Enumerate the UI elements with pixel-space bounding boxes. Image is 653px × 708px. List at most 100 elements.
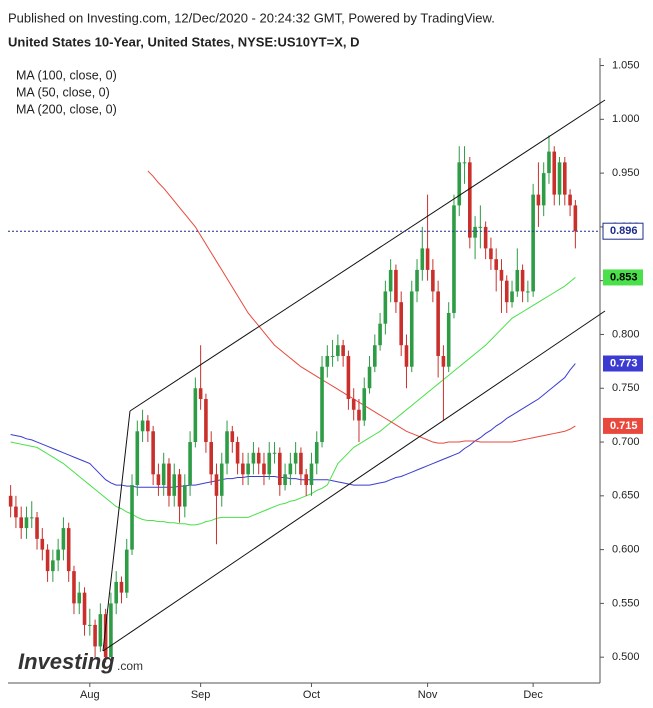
ma-label: 0.773: [610, 357, 638, 369]
candle-body: [367, 366, 372, 389]
candle-body: [568, 194, 572, 206]
candle-body: [573, 205, 578, 232]
candle-body: [373, 345, 377, 367]
candle-body: [362, 388, 367, 421]
candle-body: [330, 355, 335, 357]
ma-line: [10, 363, 576, 488]
candle-body: [14, 506, 18, 518]
candle-body: [452, 205, 456, 313]
candle-body: [478, 226, 483, 228]
channel-side: [102, 410, 131, 652]
ma-label-box: [603, 417, 643, 434]
y-tick-label: 1.000: [612, 113, 640, 125]
candle-body: [172, 474, 177, 496]
y-tick-label: 0.700: [612, 436, 640, 448]
candle-body: [209, 442, 213, 475]
candle-body: [230, 431, 235, 443]
candle-body: [8, 495, 13, 507]
published-note: Published on Investing.com, 12/Dec/2020 …: [8, 10, 495, 25]
candle-body: [45, 549, 50, 572]
candle-body: [188, 442, 192, 486]
x-tick-label: Nov: [418, 689, 438, 701]
y-tick-label: 1.050: [612, 59, 640, 71]
candle-body: [77, 592, 82, 604]
candle-body: [225, 431, 229, 464]
candle-body: [288, 463, 293, 475]
candle-body: [204, 399, 208, 443]
candle-body: [336, 345, 340, 356]
ma-label-box: [603, 269, 643, 286]
candle-body: [278, 452, 282, 486]
candle-body: [404, 345, 409, 367]
candle-body: [325, 355, 330, 367]
x-tick-label: Dec: [523, 689, 543, 701]
candle-body: [124, 549, 129, 593]
candle-body: [309, 463, 314, 486]
candle-body: [114, 581, 118, 604]
candle-body: [473, 226, 477, 238]
candle-body: [399, 302, 403, 346]
candle-body: [431, 269, 435, 292]
candle-body: [388, 269, 393, 292]
legend-entry: MA (100, close, 0): [16, 68, 117, 82]
candle-body: [251, 452, 256, 464]
candle-body: [151, 431, 155, 475]
candle-body: [56, 549, 60, 561]
candle-body: [19, 517, 23, 529]
y-tick-label: 0.500: [612, 651, 640, 663]
candle-body: [299, 452, 303, 475]
candle-body: [267, 452, 272, 475]
candle-body: [40, 538, 45, 550]
candle-body: [446, 312, 451, 367]
candle-body: [256, 452, 261, 464]
candle-body: [557, 162, 562, 195]
candle-body: [499, 269, 504, 281]
candle-body: [35, 517, 39, 539]
candle-body: [536, 194, 541, 206]
x-tick-label: Oct: [303, 689, 320, 701]
watermark-suffix: .com: [117, 659, 143, 673]
candle-body: [526, 291, 530, 293]
candle-body: [214, 474, 219, 496]
candle-body: [161, 463, 166, 486]
candle-body: [552, 151, 557, 195]
candle-body: [66, 528, 71, 572]
watermark: Investing: [18, 649, 115, 674]
candle-body: [441, 355, 446, 367]
candle-body: [520, 269, 525, 292]
candle-body: [51, 560, 55, 572]
price-label: 0.896: [610, 225, 638, 237]
y-tick-label: 0.650: [612, 490, 640, 502]
candle-body: [103, 614, 108, 658]
candle-body: [24, 517, 29, 529]
candle-body: [177, 474, 182, 507]
x-tick-label: Sep: [191, 689, 211, 701]
candle-body: [304, 474, 308, 486]
ma-label: 0.715: [610, 420, 638, 432]
candle-body: [531, 194, 535, 292]
candle-body: [462, 162, 467, 164]
candle-body: [246, 463, 250, 475]
y-tick-label: 0.750: [612, 382, 640, 394]
candle-body: [293, 452, 298, 464]
candle-body: [541, 173, 546, 206]
candle-body: [119, 581, 124, 593]
channel-lower: [102, 310, 606, 652]
candle-body: [241, 463, 245, 475]
candle-body: [436, 291, 440, 356]
ma-line: [10, 277, 576, 526]
candle-body: [547, 151, 551, 174]
legend-entry: MA (50, close, 0): [16, 85, 110, 99]
candle-body: [420, 248, 425, 270]
candle-body: [510, 291, 514, 303]
candle-body: [140, 420, 145, 432]
legend-entry: MA (200, close, 0): [16, 102, 117, 116]
candle-body: [167, 463, 171, 496]
candle-body: [219, 463, 224, 496]
candle-body: [351, 399, 356, 410]
candle-body: [272, 452, 277, 454]
candle-body: [98, 614, 103, 647]
candle-body: [198, 388, 203, 400]
candle-body: [193, 388, 198, 443]
